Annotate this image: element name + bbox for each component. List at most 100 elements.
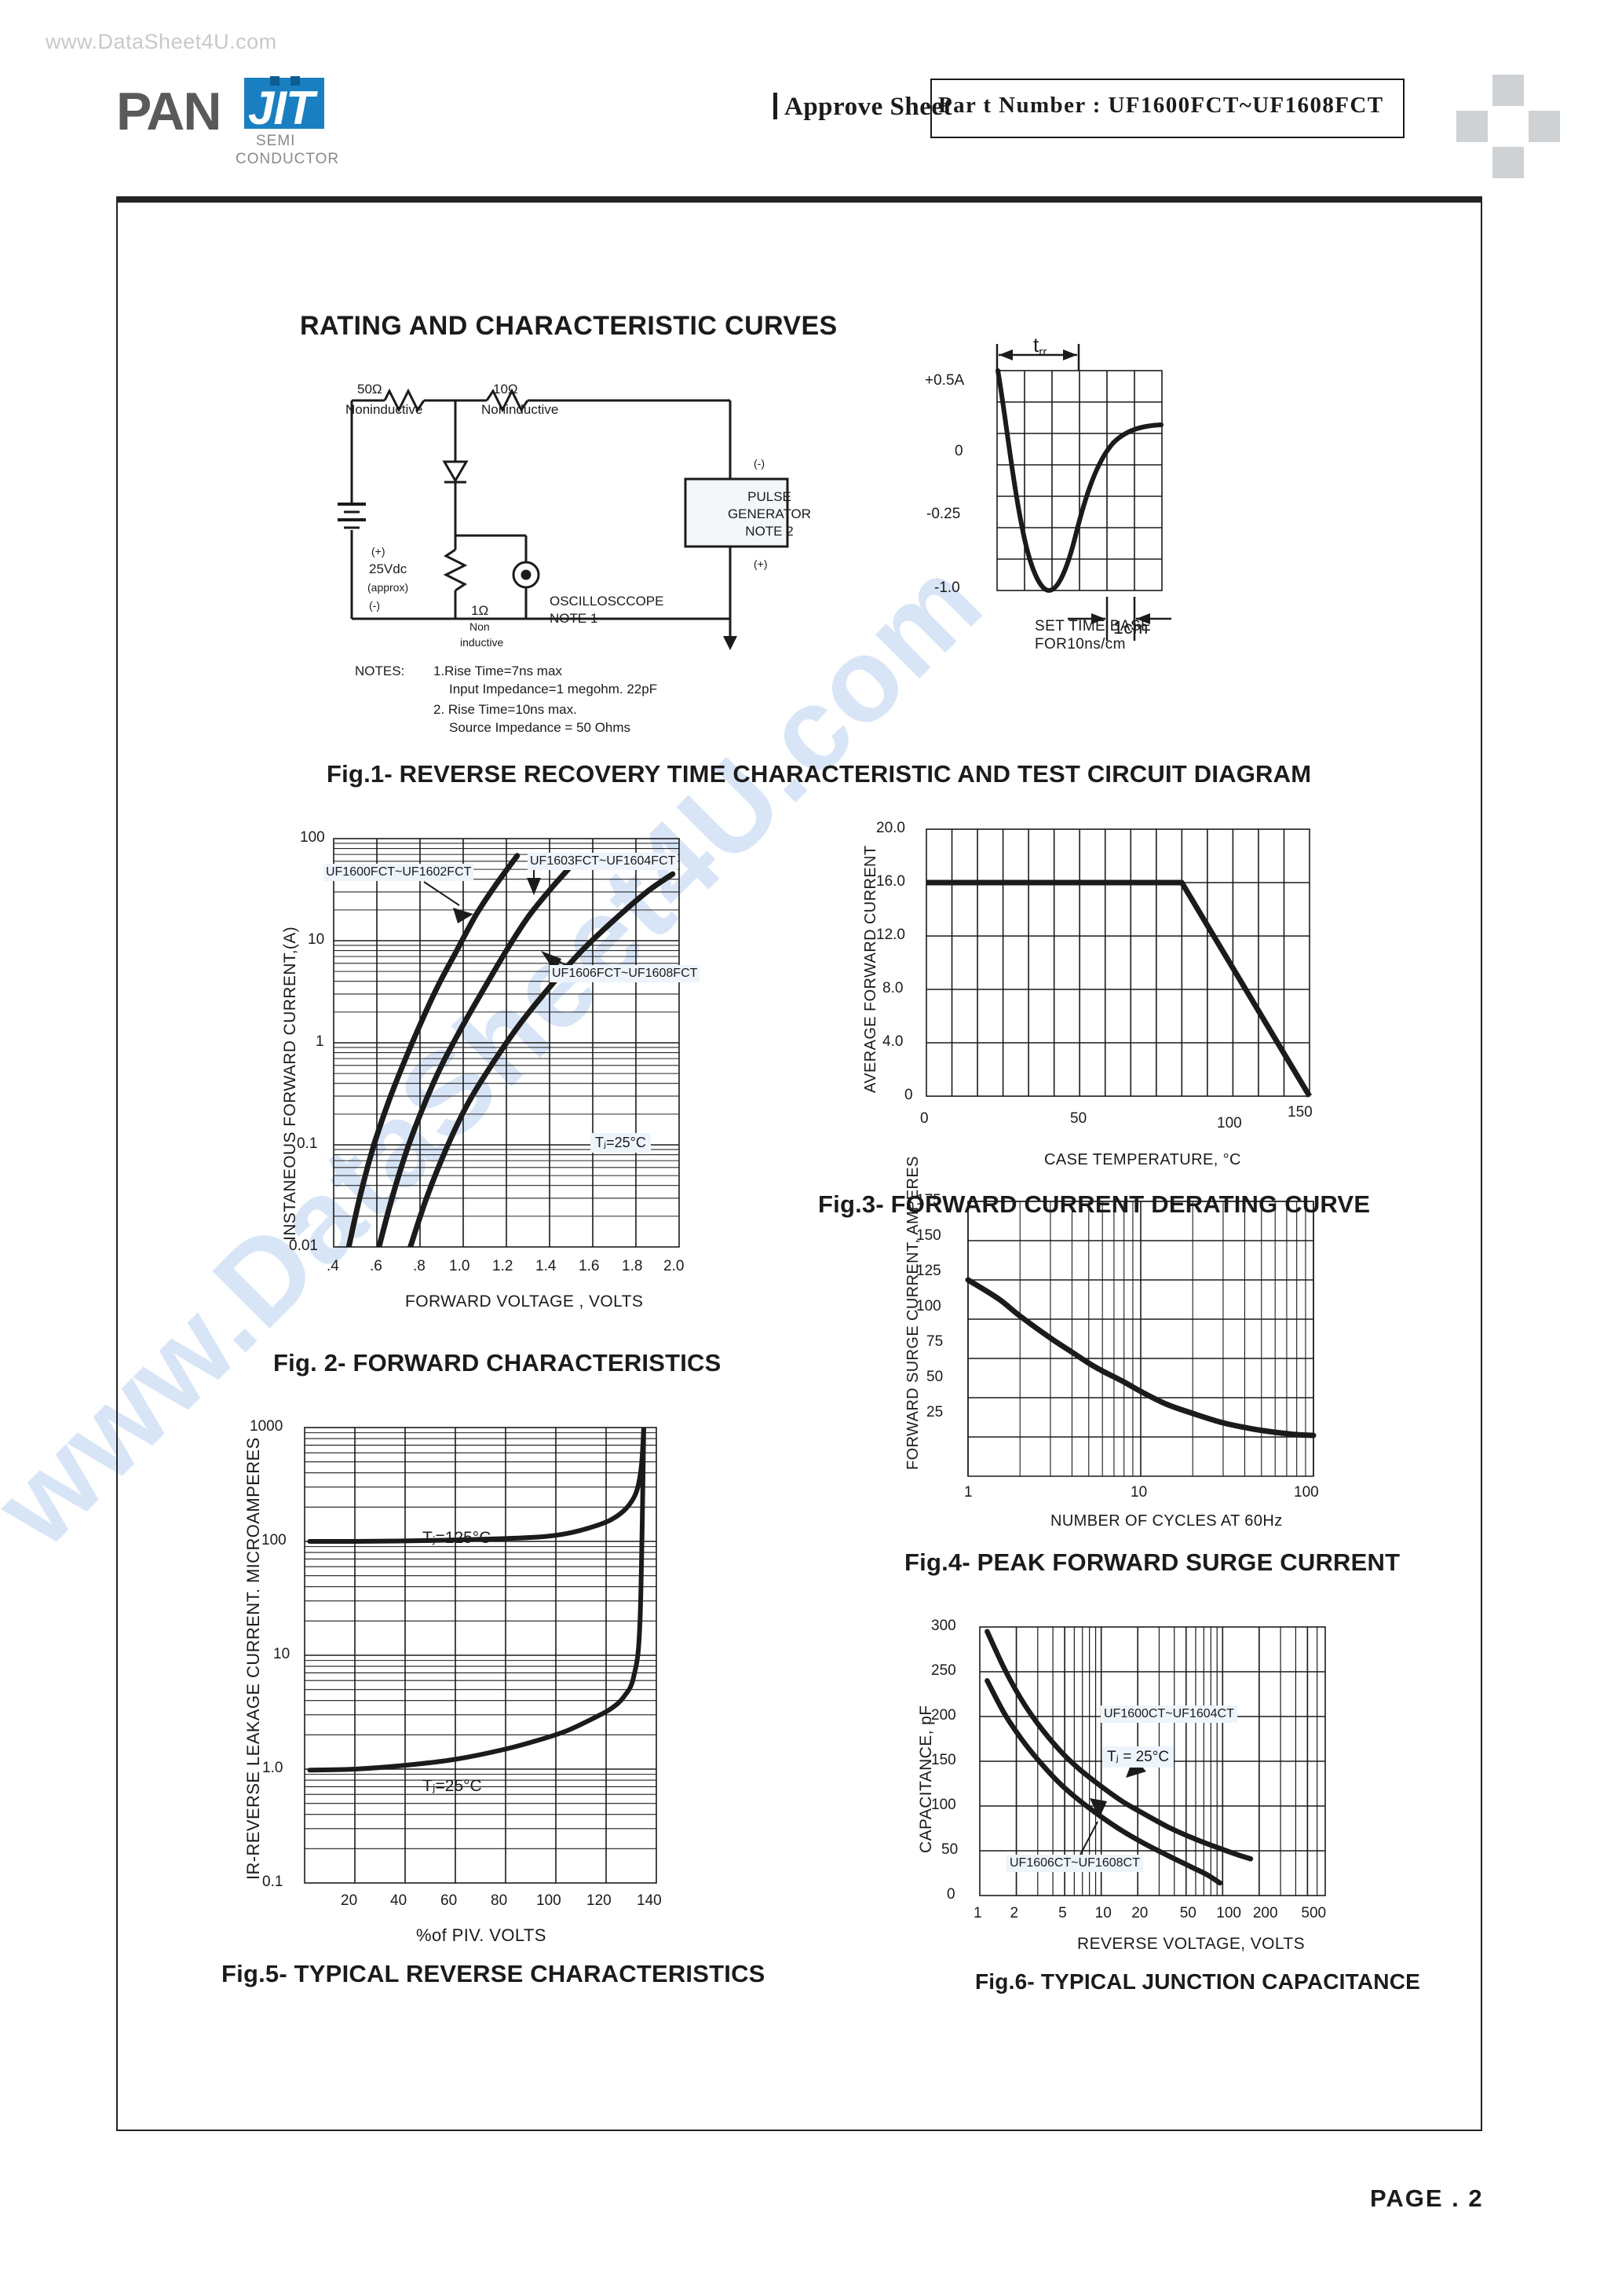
fig2-xtick-8: 2.0 [663, 1258, 685, 1274]
fig1-pulse-gen-line2: GENERATOR [727, 506, 812, 521]
fig2-ytick-100: 100 [300, 829, 325, 846]
fig2-xtick-4: 1.2 [492, 1258, 513, 1274]
part-number-box [930, 79, 1405, 138]
fig1-r1-sub1: Non [469, 620, 490, 633]
fig4-ytick-150: 150 [916, 1227, 941, 1244]
fig1-scope-label: OSCILLOSCCOPE [550, 594, 664, 609]
logo-semi-text: SEMI [256, 133, 296, 149]
fig4-ytick-75: 75 [926, 1333, 944, 1350]
fig4-caption: Fig.4- PEAK FORWARD SURGE CURRENT [904, 1548, 1401, 1576]
fig5-xtick-140: 140 [637, 1892, 662, 1909]
fig3-xaxis-label: CASE TEMPERATURE, °C [1044, 1151, 1241, 1168]
fig4-ytick-50: 50 [926, 1369, 944, 1385]
fig2-xtick-0: .4 [327, 1258, 339, 1274]
fig3-ytick-3: 12.0 [876, 927, 905, 943]
fig4-xtick-100: 100 [1294, 1484, 1319, 1501]
fig4-xtick-1: 1 [964, 1484, 973, 1501]
page-number: PAGE . 2 [1370, 2184, 1484, 2212]
fig1-note2a: 2. Rise Time=10ns max. [433, 702, 577, 717]
fig1-r1-label: 1Ω [471, 603, 489, 618]
fig1-pulse-gen-line1: PULSE [747, 489, 791, 504]
fig1-battery-approx: (approx) [367, 581, 409, 594]
fig3-xtick-1: 50 [1070, 1110, 1087, 1127]
fig5-series-label-0: Tⱼ=125°C [422, 1529, 491, 1547]
fig6-series-label-0: UF1600CT~UF1604CT [1101, 1706, 1237, 1723]
fig1-note1b: Input Impedance=1 megohm. 22pF [449, 682, 658, 696]
fig3-ytick-5: 20.0 [876, 820, 905, 836]
fig4-ytick-100: 100 [916, 1298, 941, 1314]
fig2-series-label-1: UF1603FCT~UF1604FCT [528, 853, 678, 870]
fig1-ytick-1: 0 [955, 443, 963, 459]
fig2-caption: Fig. 2- FORWARD CHARACTERISTICS [273, 1349, 721, 1377]
fig1-note1a: 1.Rise Time=7ns max [433, 664, 562, 678]
fig1-ytick-0: +0.5A [925, 372, 965, 389]
fig4-ytick-25: 25 [926, 1404, 944, 1420]
fig1-ytick-2: -0.25 [926, 506, 961, 522]
fig6-ytick-300: 300 [931, 1618, 956, 1634]
part-number-text: Par t Number : UF1600FCT~UF1608FCT [938, 93, 1384, 118]
fig5-ytick-0p1: 0.1 [262, 1874, 283, 1890]
fig1-pulse-gen-line3: NOTE 2 [745, 524, 794, 539]
fig6-xtick-2: 2 [1010, 1905, 1019, 1921]
fig1-battery-plus: (+) [371, 545, 385, 558]
fig1-battery-value: 25Vdc [369, 561, 407, 576]
fig1-caption: Fig.1- REVERSE RECOVERY TIME CHARACTERIS… [327, 760, 1312, 788]
fig6-ytick-50: 50 [941, 1841, 959, 1858]
fig5-caption: Fig.5- TYPICAL REVERSE CHARACTERISTICS [221, 1960, 765, 1987]
fig3-xtick-2: 100 [1217, 1115, 1242, 1132]
fig4-chart [965, 1201, 1321, 1486]
fig5-series-label-1: Tⱼ=25°C [422, 1777, 482, 1795]
fig5-chart [304, 1427, 666, 1899]
fig5-ytick-100: 100 [261, 1532, 287, 1548]
fig2-temp-note: Tⱼ=25°C [590, 1133, 651, 1153]
fig3-ytick-1: 4.0 [882, 1033, 904, 1050]
fig2-xtick-2: .8 [413, 1258, 426, 1274]
logo-pan-text: PAN [116, 82, 222, 141]
fig1-xaxis-note-2: FOR10ns/cm [1035, 636, 1126, 653]
fig3-xtick-0: 0 [920, 1110, 929, 1127]
fig6-xtick-20: 20 [1131, 1905, 1149, 1921]
logo-jit-dots [270, 76, 306, 86]
fig3-xtick-3: 150 [1288, 1104, 1313, 1121]
fig1-pulse-gen-plus: (+) [754, 558, 768, 570]
fig4-ytick-125: 125 [916, 1263, 941, 1279]
fig1-r50-label: 50Ω [357, 382, 382, 397]
fig2-ytick-1: 1 [316, 1033, 324, 1050]
fig5-yaxis-label: IR-REVERSE LEAKAGE CURRENT. MICROAMPERES [243, 1437, 263, 1880]
approve-sheet-label: Approve Sheet [773, 93, 952, 122]
fig5-xtick-20: 20 [341, 1892, 358, 1909]
fig2-xtick-7: 1.8 [622, 1258, 643, 1274]
fig2-ytick-10: 10 [308, 931, 325, 948]
fig3-chart [926, 828, 1319, 1102]
fig5-xtick-40: 40 [390, 1892, 407, 1909]
fig1-scope-note: NOTE 1 [550, 611, 598, 626]
fig5-xtick-80: 80 [491, 1892, 508, 1909]
fig6-temp-note: Tⱼ = 25°C [1102, 1746, 1174, 1768]
header-checker-decoration [1456, 75, 1566, 178]
fig6-ytick-250: 250 [931, 1662, 956, 1679]
fig3-yaxis-label: AVERAGE FORWARD CURRENT [862, 845, 879, 1093]
fig2-series-label-2: UF1606FCT~UF1608FCT [550, 965, 700, 982]
fig2-ytick-0p1: 0.1 [297, 1135, 318, 1152]
fig1-r1-sub2: inductive [460, 636, 504, 649]
fig1-waveform-chart [974, 333, 1303, 710]
fig4-xtick-10: 10 [1131, 1484, 1148, 1501]
fig6-ytick-200: 200 [931, 1707, 956, 1724]
fig6-ytick-100: 100 [931, 1797, 956, 1813]
logo-jit-box [244, 78, 324, 129]
fig2-ytick-0p01: 0.01 [289, 1238, 318, 1254]
fig5-xtick-120: 120 [586, 1892, 612, 1909]
fig6-xtick-500: 500 [1301, 1905, 1327, 1921]
fig1-1cm-label: 1cm [1113, 617, 1149, 638]
fig5-xtick-100: 100 [536, 1892, 561, 1909]
fig6-xtick-100: 100 [1216, 1905, 1241, 1921]
fig2-series-label-0: UF1600FCT~UF1602FCT [323, 864, 474, 881]
fig6-ytick-150: 150 [931, 1752, 956, 1768]
fig1-notes-label: NOTES: [355, 664, 405, 678]
fig6-xtick-1: 1 [974, 1905, 982, 1921]
logo-conductor-text: CONDUCTOR [236, 151, 340, 167]
fig6-yaxis-label: CAPACITANCE, pF [917, 1705, 935, 1853]
logo-jit-text: JIT [248, 82, 315, 134]
approve-sheet-text: Approve Sheet [784, 93, 952, 121]
fig1-trr-label: trr [1033, 333, 1047, 359]
